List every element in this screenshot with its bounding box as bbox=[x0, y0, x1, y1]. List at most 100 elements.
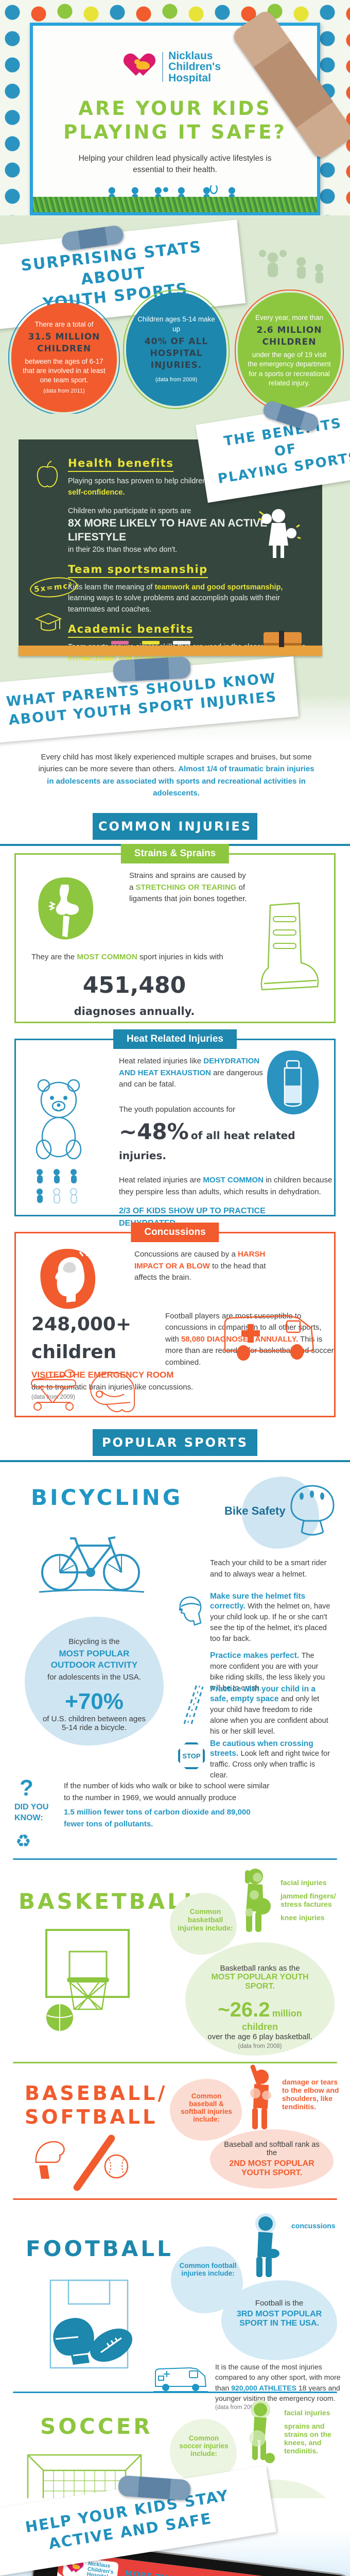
chalkboard: Health benefits Playing sports has prove… bbox=[19, 439, 322, 663]
baseball-inj-list: damage or tears to the elbow and shoulde… bbox=[282, 2078, 339, 2111]
question-mark-icon: ? bbox=[20, 1775, 33, 1801]
hospital-logo: Nicklaus Children's Hospital bbox=[129, 50, 221, 83]
stat-value: 2.6 MILLION CHILDREN bbox=[256, 325, 322, 348]
football-inj-list: concussions bbox=[291, 2222, 336, 2230]
stat-circle-er-visits: Every year, more than 2.6 MILLION CHILDR… bbox=[235, 290, 344, 412]
logo-text: Nicklaus Children's Hospital bbox=[168, 50, 221, 84]
basketball-hoop-icon bbox=[45, 1929, 130, 2031]
white-chalk-icon bbox=[173, 641, 190, 645]
bicycling-title: BICYCLING bbox=[31, 1485, 183, 1510]
baseball-inj-bubble bbox=[170, 2079, 242, 2141]
stat-value: 31.5 MILLION CHILDREN bbox=[28, 331, 100, 354]
academic-benefits-heading: Academic benefits bbox=[68, 623, 194, 638]
stat-value: 40% OF ALL HOSPITAL INJURIES. bbox=[144, 336, 208, 370]
stretcher-helmet-icons bbox=[31, 1369, 135, 1413]
water-bottle-icon bbox=[267, 1050, 319, 1115]
knee-joint-icon bbox=[38, 877, 94, 940]
football-er-text: It is the cause of the most injuries com… bbox=[215, 2363, 341, 2411]
basketball-stat-bubble: Basketball ranks as the MOST POPULAR YOU… bbox=[185, 1942, 335, 2056]
concussion-head-icon bbox=[40, 1249, 96, 1309]
helmet-head-icon bbox=[179, 1596, 202, 1626]
walking-boot-icon bbox=[260, 902, 319, 991]
bike-tip-1: Make sure the helmet fits correctly. Wit… bbox=[210, 1592, 330, 1643]
ambulance-small-icon bbox=[153, 2367, 208, 2392]
cheerleader-icon bbox=[258, 509, 301, 558]
active-lifestyle-text: Children who participate in sports are 8… bbox=[68, 506, 268, 554]
logo-divider bbox=[162, 52, 164, 82]
divider bbox=[13, 2062, 337, 2063]
apple-icon bbox=[37, 461, 58, 487]
bike-safety-label: Bike Safety bbox=[224, 1504, 286, 1517]
eraser-icon bbox=[264, 631, 302, 647]
bicycling-stat-bubble: Bicycling is the MOST POPULAR OUTDOOR AC… bbox=[25, 1617, 164, 1745]
cheering-kids-icon bbox=[259, 250, 323, 283]
soccer-player-icon bbox=[249, 2400, 275, 2463]
stat-circle-hospital-injuries: Children ages 5-14 make up 40% OF ALL HO… bbox=[123, 290, 230, 409]
baseball-title: BASEBALL/ SOFTBALL bbox=[25, 2082, 168, 2128]
stats-section: SURPRISING STATS ABOUT YOUTH SPORTS Ther… bbox=[0, 215, 350, 415]
logo-line3: Hospital bbox=[168, 72, 211, 84]
logo-line2: Children's bbox=[168, 61, 221, 73]
soccer-inj-label: Common soccer injuries include: bbox=[179, 2434, 229, 2458]
concussions-label: Concussions bbox=[131, 1223, 219, 1242]
teddy-bear-icon bbox=[36, 1079, 82, 1160]
page-subtitle: Helping your children lead physically ac… bbox=[78, 154, 272, 175]
did-you-know-label: DID YOU KNOW: bbox=[14, 1803, 49, 1822]
bike-intro-text: Teach your child to be a smart rider and… bbox=[210, 1559, 327, 1579]
basketball-inj-label: Common basketball injuries include: bbox=[178, 1907, 233, 1932]
heat-injuries-card: Heat Related Injuries Heat related injur… bbox=[14, 1029, 336, 1228]
baseball-inj-label: Common baseball & softball injuries incl… bbox=[181, 2092, 232, 2123]
small-kids-icons bbox=[37, 1169, 77, 1204]
bike-tip-2: Practice makes perfect. The more confide… bbox=[210, 1651, 325, 1693]
bike-tip-4: Be cautious when crossing streets. Look … bbox=[210, 1739, 330, 1780]
bicycle-icon bbox=[39, 1536, 145, 1593]
basketball-inj-list: facial injuries jammed fingers/ stress f… bbox=[281, 1878, 336, 1922]
did-you-know-block: ? DID YOU KNOW: ♻ If the number of kids … bbox=[0, 1775, 350, 1860]
common-injuries-header: COMMON INJURIES bbox=[93, 813, 257, 840]
heat-stat-text: The youth population accounts for ~48% o… bbox=[119, 1105, 295, 1162]
bandage-icon bbox=[113, 656, 191, 682]
batter-icon bbox=[250, 2064, 271, 2129]
concussion-count: 248,000+ children bbox=[31, 1314, 132, 1363]
road-icon bbox=[183, 1684, 204, 1724]
bike-percent: +70% bbox=[65, 1689, 124, 1715]
concussion-cause-text: Concussions are caused by a HARSH IMPACT… bbox=[134, 1250, 266, 1282]
strains-sprains-card: Strains & Sprains Strains and sprains ar… bbox=[14, 844, 336, 1023]
strains-count-label: diagnoses annually. bbox=[74, 1005, 195, 1018]
grass-strip bbox=[33, 197, 317, 212]
heat-injuries-label: Heat Related Injuries bbox=[113, 1029, 237, 1049]
basketball-count: ~26.2 bbox=[218, 1998, 270, 2021]
team-sportsmanship-text: Kids learn the meaning of teamwork and g… bbox=[68, 583, 283, 614]
heart-bear-logo-icon bbox=[129, 54, 157, 80]
pink-chalk-icon bbox=[111, 641, 129, 645]
baseball-gear-icon bbox=[35, 2134, 129, 2191]
basketball-block: BASKETBALL Common basketball injuries in… bbox=[0, 1860, 350, 2063]
yellow-chalk-icon bbox=[142, 641, 160, 645]
team-sportsmanship-block: Team sportsmanship Kids learn the meanin… bbox=[68, 563, 309, 616]
bike-tip-3: Practice with your child in a safe, empt… bbox=[210, 1685, 328, 1736]
hero-section: Nicklaus Children's Hospital ARE YOUR KI… bbox=[0, 0, 350, 215]
recycle-icon: ♻ bbox=[15, 1832, 31, 1851]
health-benefits-heading: Health benefits bbox=[68, 457, 174, 472]
football-title: FOOTBALL bbox=[26, 2236, 173, 2261]
strains-count: 451,480 bbox=[82, 972, 186, 998]
basketball-title: BASKETBALL bbox=[19, 1889, 200, 1914]
football-player-icon bbox=[255, 2213, 279, 2277]
football-block: FOOTBALL Common football injuries includ… bbox=[0, 2200, 350, 2411]
graduation-cap-icon bbox=[34, 613, 62, 631]
football-stat-bubble: Football is the 3RD MOST POPULAR SPORT I… bbox=[221, 2280, 337, 2360]
logo-line1: Nicklaus bbox=[168, 50, 213, 62]
ambulance-icon bbox=[224, 1315, 314, 1361]
parents-intro-text: Every child has most likely experienced … bbox=[38, 753, 314, 798]
popular-sports-header: POPULAR SPORTS bbox=[93, 1429, 257, 1456]
stop-sign-icon: STOP bbox=[178, 1742, 205, 1769]
divider bbox=[13, 2392, 337, 2393]
bike-safety-bubble bbox=[242, 1477, 319, 1549]
benefits-section: THE BENEFITS OF PLAYING SPORTS Health be… bbox=[0, 398, 350, 684]
football-helmet-icon bbox=[49, 2279, 133, 2369]
concussion-er-stat: 248,000+ children VISITED THE EMERGENCY … bbox=[31, 1311, 201, 1402]
heat-common-text: Heat related injuries are MOST COMMON in… bbox=[119, 1176, 332, 1196]
page-title: ARE YOUR KIDS PLAYING IT SAFE? bbox=[63, 97, 287, 144]
concussions-card: Concussions Concussions are caused by a … bbox=[14, 1223, 336, 1417]
